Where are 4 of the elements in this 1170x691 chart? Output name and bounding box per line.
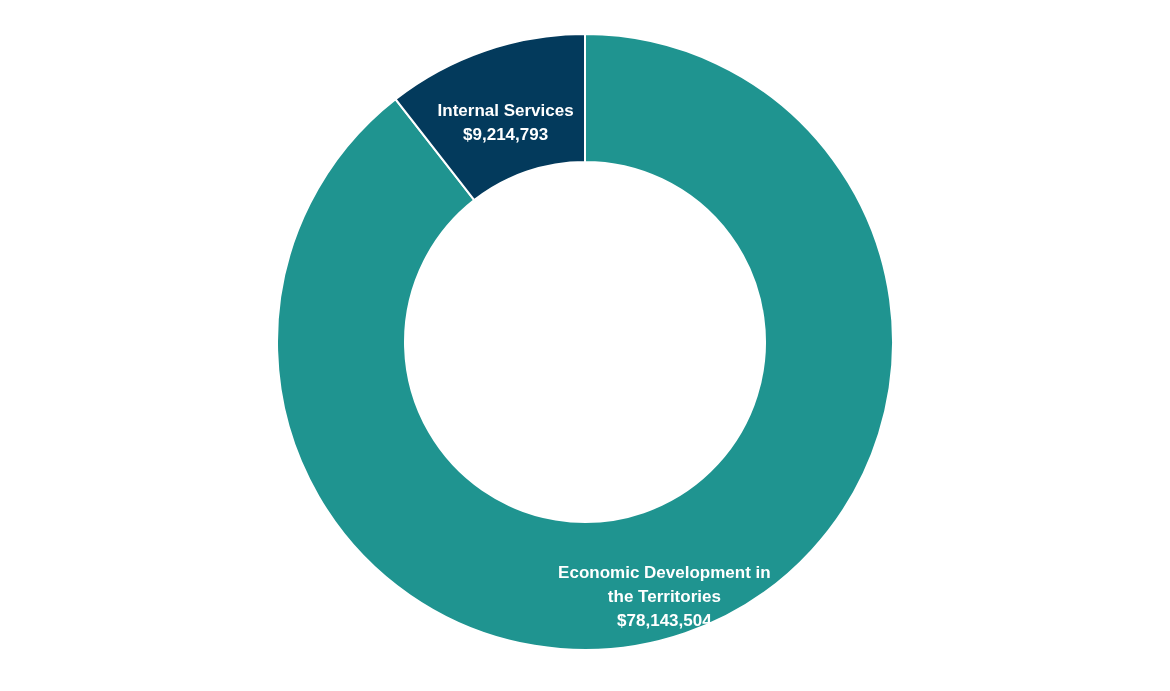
slice-label: Internal Services — [437, 101, 574, 121]
donut-slice — [276, 33, 894, 651]
slice-label: Economic Development in the Territories — [558, 562, 771, 606]
data-label: $9,214,793 — [463, 125, 549, 145]
